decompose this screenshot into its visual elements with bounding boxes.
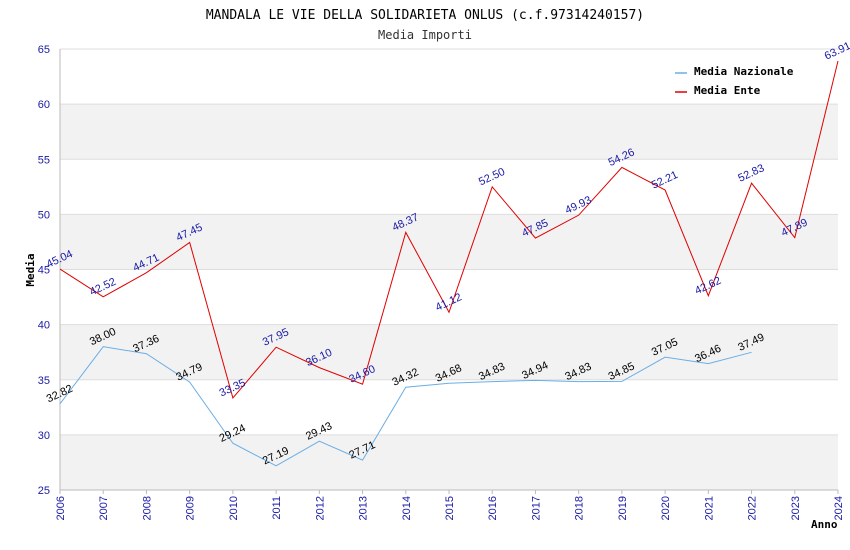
chart-title: MANDALA LE VIE DELLA SOLIDARIETA ONLUS (… (206, 8, 644, 23)
x-tick-label: 2018 (574, 496, 586, 520)
x-tick-label: 2011 (271, 496, 283, 520)
x-tick-label: 2009 (185, 496, 197, 520)
data-label-media-ente: 52.50 (477, 166, 507, 189)
x-tick-label: 2013 (358, 496, 370, 520)
y-tick-label: 45 (38, 265, 50, 277)
plot-band (60, 104, 838, 160)
legend-box (668, 60, 808, 102)
x-tick-label: 2022 (747, 496, 759, 520)
y-tick-label: 65 (38, 44, 50, 56)
x-tick-label: 2014 (401, 496, 413, 520)
x-axis-label: Anno (811, 518, 838, 531)
legend-label-media-ente: Media Ente (694, 84, 761, 97)
y-tick-labels: 25 30 35 40 45 50 55 60 65 (38, 44, 50, 497)
series-lines (59, 60, 839, 467)
data-label-media-ente: 49.93 (563, 194, 593, 217)
x-tick-label: 2019 (617, 496, 629, 520)
x-tick-label: 2016 (487, 496, 499, 520)
x-tick-label: 2008 (141, 496, 153, 520)
data-label-media-ente: 41.12 (434, 291, 464, 314)
x-tick-labels: 2006 2007 2008 2009 2010 2011 2012 2013 2014 2015… (55, 496, 845, 520)
data-label-media-ente: 52.21 (650, 169, 680, 192)
x-tick-label: 2024 (833, 496, 845, 520)
plot-band (60, 324, 838, 380)
legend-label-media-nazionale: Media Nazionale (694, 65, 794, 78)
plot-background-bands (60, 104, 838, 490)
y-tick-label: 25 (38, 485, 50, 497)
series-line-media-nazionale (59, 346, 752, 467)
chart-subtitle: Media Importi (378, 28, 472, 42)
x-tick-label: 2010 (228, 496, 240, 520)
y-tick-label: 30 (38, 430, 50, 442)
x-tick-label: 2021 (703, 496, 715, 520)
data-label-media-ente: 63.91 (823, 40, 850, 63)
legend: Media Nazionale Media Ente (668, 60, 808, 102)
x-tick-label: 2020 (660, 496, 672, 520)
y-axis-label: Media (24, 253, 37, 286)
x-tick-label: 2015 (444, 496, 456, 520)
x-tick-label: 2012 (314, 496, 326, 520)
x-tick-label: 2006 (55, 496, 67, 520)
y-tick-label: 60 (38, 99, 50, 111)
y-tick-label: 55 (38, 154, 50, 166)
x-tick-label: 2017 (530, 496, 542, 520)
y-tick-label: 40 (38, 320, 50, 332)
plot-band (60, 434, 838, 490)
data-label-media-ente: 42.52 (88, 276, 118, 299)
y-tick-label: 50 (38, 209, 50, 221)
data-label-media-ente: 52.83 (736, 162, 766, 185)
x-tick-label: 2007 (98, 496, 110, 520)
x-tick-label: 2023 (790, 496, 802, 520)
y-tick-label: 35 (38, 375, 50, 387)
series-line-media-ente (59, 60, 839, 399)
